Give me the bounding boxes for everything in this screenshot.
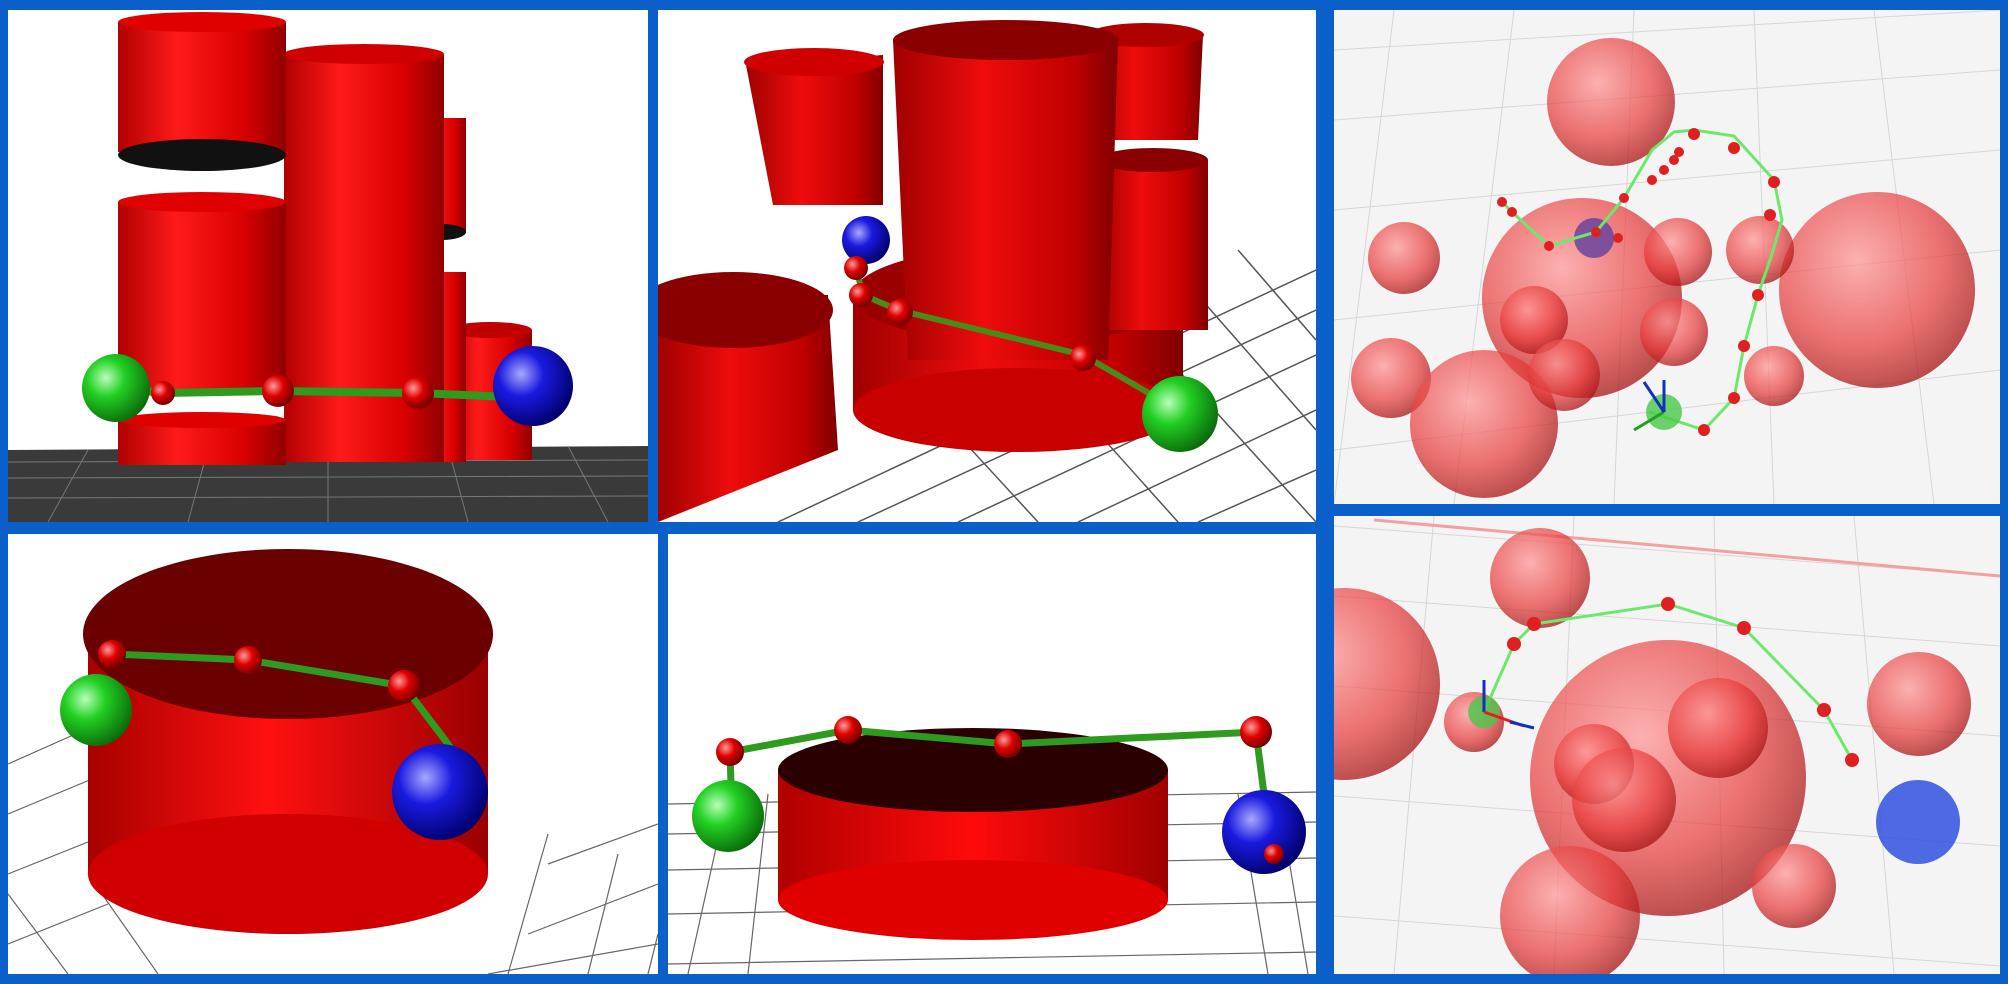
goal-sphere xyxy=(842,216,890,264)
cylinder-front-left xyxy=(658,272,838,522)
waypoint xyxy=(887,299,913,325)
waypoint xyxy=(151,381,175,405)
waypoint xyxy=(234,646,262,674)
cylinder-tall xyxy=(893,20,1119,360)
obstacle-spheres xyxy=(1334,528,1971,974)
panel-d xyxy=(8,534,658,974)
goal-sphere xyxy=(392,744,488,840)
panel-e-scene xyxy=(668,534,1316,974)
cylinder-left-stack xyxy=(118,12,286,465)
waypoint xyxy=(849,283,873,307)
waypoint xyxy=(402,377,434,409)
waypoint xyxy=(262,375,294,407)
start-sphere xyxy=(1142,376,1218,452)
panel-b-scene xyxy=(658,10,1316,522)
panel-b xyxy=(658,10,1316,522)
goal-sphere xyxy=(1222,790,1306,874)
waypoints xyxy=(1507,597,1859,767)
waypoint xyxy=(844,256,868,280)
goal-sphere xyxy=(493,346,573,426)
goal-sphere xyxy=(1876,780,1960,864)
cylinder-main xyxy=(83,549,493,934)
start-sphere xyxy=(692,780,764,852)
waypoint xyxy=(1070,345,1096,371)
waypoint xyxy=(98,640,126,668)
waypoint xyxy=(716,738,744,766)
waypoint xyxy=(1264,844,1284,864)
waypoint xyxy=(834,716,862,744)
obstacle-spheres xyxy=(1351,38,1975,498)
cylinder-right xyxy=(1098,148,1208,330)
waypoints xyxy=(1497,128,1780,436)
start-sphere xyxy=(60,674,132,746)
panel-e xyxy=(668,534,1316,974)
red-guide-line xyxy=(1373,518,2000,578)
panel-a xyxy=(8,10,648,522)
panel-d-scene xyxy=(8,534,658,974)
cylinder-left-top xyxy=(744,48,884,205)
panel-f xyxy=(1334,516,2000,974)
start-sphere xyxy=(82,354,150,422)
waypoint xyxy=(388,670,420,702)
axis-marker xyxy=(1633,380,1666,432)
waypoint xyxy=(994,730,1022,758)
panel-a-scene xyxy=(8,10,648,522)
waypoint xyxy=(1240,716,1272,748)
path-line xyxy=(1500,128,1784,432)
panel-c-scene xyxy=(1334,10,2000,504)
axis-marker xyxy=(1482,680,1535,730)
panel-c xyxy=(1334,10,2000,504)
goal-sphere xyxy=(1574,218,1614,258)
cylinder-main xyxy=(778,728,1168,940)
panel-f-scene xyxy=(1334,516,2000,974)
